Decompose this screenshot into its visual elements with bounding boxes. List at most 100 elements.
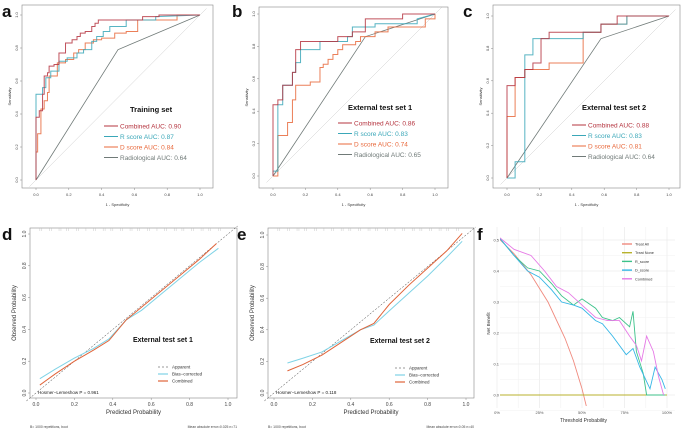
legend-label: Bias−corrected [172,372,203,377]
panel-letter: d [2,225,12,244]
x-tick-label: 0.2 [66,192,72,197]
calibration-line-apparent [26,225,238,402]
plot-title: External test set 2 [370,338,430,345]
x-axis-label: 1 - Specificity [575,202,599,207]
series-line-d-score [500,237,666,391]
legend-label: D score AUC: 0.74 [354,141,408,148]
legend-label: Treat None [635,251,654,255]
reference-diagonal [266,7,442,183]
plot-frame [29,227,238,399]
series-line-r-score [500,237,666,396]
x-tick-label: 0.6 [367,192,373,197]
calibration-line-bias-corrected [39,247,219,380]
legend-label: Apparent [172,365,191,370]
x-tick-label: 1.0 [463,402,470,408]
legend-label: D score AUC: 0.81 [588,143,642,150]
y-tick-label: 1.0 [22,230,28,237]
y-tick-label: 1.0 [14,11,19,17]
x-tick-label: 0% [494,410,500,415]
legend-label: Apparent [409,366,428,371]
series-line-combined [500,237,665,396]
y-tick-label: 0.8 [485,45,490,51]
roc-curve-radiological [506,15,670,179]
y-tick-label: 0.3 [493,300,499,305]
x-tick-label: 1.0 [666,192,672,197]
x-tick-label: 0.8 [164,192,170,197]
x-tick-label: 0.6 [132,192,138,197]
y-axis-label: Sensitivity [7,87,12,105]
y-tick-label: 0.0 [485,174,490,180]
y-tick-label: 1.0 [251,10,256,16]
x-axis-label: 1 - Specificity [342,202,366,207]
x-tick-label: 0.4 [335,192,341,197]
y-tick-label: 0.0 [251,172,256,178]
x-axis-label: Predicted Probability [343,410,398,416]
x-tick-label: 1.0 [432,192,438,197]
legend-label: Radiological AUC: 0.65 [354,152,421,159]
plot-title: Training set [130,105,173,114]
plot-frame [258,6,449,189]
plot-frame [492,4,681,189]
y-tick-label: 0.2 [14,143,19,149]
roc-curve-d [273,14,436,177]
x-tick-label: 0.0 [270,192,276,197]
x-tick-label: 0.6 [601,192,607,197]
y-tick-label: 0.8 [14,44,19,50]
y-tick-label: 0.8 [260,263,266,270]
bootstrap-note: B= 1000 repetitions, boot [30,425,68,429]
x-tick-label: 0.8 [400,192,406,197]
y-tick-label: 1.0 [260,231,266,238]
legend-label: Combined [635,277,652,281]
panel-letter: a [2,2,12,21]
bootstrap-note: B= 1000 repetitions, boot [268,425,306,429]
y-tick-label: 0.2 [251,140,256,146]
reference-diagonal [29,8,207,187]
x-tick-label: 0.0 [504,192,510,197]
y-tick-label: 0.4 [260,326,266,333]
y-tick-label: 0.4 [14,110,19,116]
x-tick-label: 0.0 [33,192,39,197]
error-note: Mean absolute error=0.05 n=40 [426,425,474,429]
legend-label: D_score [635,269,649,273]
x-tick-label: 0.6 [148,402,155,408]
x-axis-label: 1 - Specificity [106,202,130,207]
roc-curve-r [507,15,669,179]
x-tick-label: 0.8 [186,402,193,408]
y-axis-label: Sensitivity [244,88,249,106]
legend-label: Radiological AUC: 0.64 [120,155,187,162]
x-tick-label: 75% [620,410,628,415]
calibration-line-combined [39,243,217,386]
plot-frame [21,4,214,189]
y-axis-label: Sensitivity [478,87,483,105]
x-tick-label: 0.4 [347,402,354,408]
roc-curve-combined [272,13,435,176]
x-axis-label: Threshold Probability [560,418,607,424]
plot-frame [267,227,475,399]
x-tick-label: 0.0 [271,402,278,408]
y-tick-label: 0.6 [260,295,266,302]
y-tick-label: 0.0 [22,389,28,396]
calibration-line-combined [287,233,463,372]
hosmer-lemeshow-text: Hosmer−Lemeshow P = 0.961 [38,390,99,395]
x-tick-label: 0.2 [537,192,543,197]
error-note: Mean absolute error=0.025 n=71 [188,425,238,429]
panel-letter: f [477,225,483,244]
legend-label: Treat All [635,243,649,247]
y-tick-label: 0.2 [485,142,490,148]
y-tick-label: 0.2 [260,358,266,365]
plot-title: External test set 1 [133,337,193,344]
legend-label: D score AUC: 0.84 [120,144,174,151]
reference-diagonal [500,9,676,185]
y-tick-label: 0.5 [493,238,499,243]
y-tick-label: 0.8 [251,43,256,49]
roc-curve-r [35,14,201,180]
legend-label: Radiological AUC: 0.64 [588,154,655,161]
legend-label: R score AUC: 0.83 [354,131,408,138]
y-tick-label: 0.2 [22,358,28,365]
x-tick-label: 0.2 [303,192,309,197]
x-tick-label: 100% [662,410,673,415]
y-tick-label: 0.6 [485,77,490,83]
legend-label: R score AUC: 0.87 [120,134,174,141]
y-tick-label: 0.6 [14,77,19,83]
